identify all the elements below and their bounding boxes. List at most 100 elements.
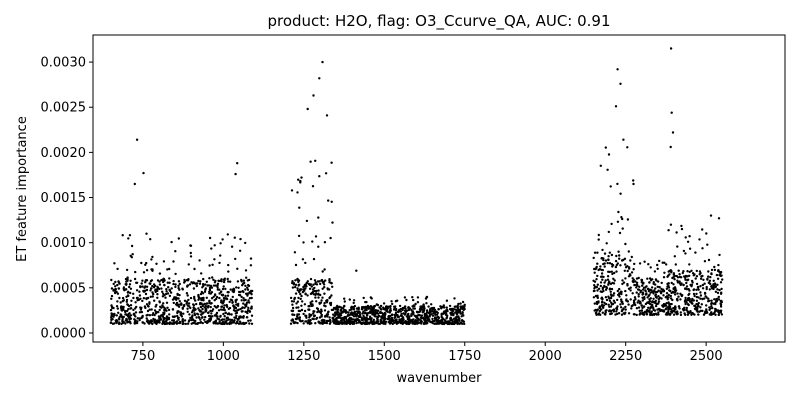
data-point — [433, 319, 436, 323]
data-point — [600, 256, 604, 260]
data-point — [665, 292, 669, 295]
data-point — [224, 311, 227, 314]
data-point — [331, 308, 335, 311]
data-point — [185, 292, 189, 295]
data-point — [217, 279, 220, 282]
data-point — [688, 247, 692, 250]
data-point — [660, 297, 663, 300]
data-point — [291, 309, 295, 312]
data-point — [601, 305, 604, 309]
data-point — [296, 313, 299, 316]
data-point — [203, 290, 207, 293]
data-point — [292, 282, 296, 285]
data-point — [402, 321, 405, 324]
data-point — [243, 281, 246, 285]
data-point — [214, 294, 217, 297]
data-point — [637, 293, 640, 296]
data-point — [662, 294, 665, 297]
data-point — [619, 264, 622, 267]
data-point — [298, 317, 301, 320]
data-point — [388, 318, 391, 321]
data-point — [162, 292, 165, 295]
data-point — [633, 283, 636, 287]
data-point — [297, 283, 301, 286]
data-point — [414, 302, 417, 306]
data-point — [355, 269, 358, 272]
data-point — [614, 265, 618, 269]
data-point — [361, 312, 364, 315]
data-point — [196, 312, 199, 315]
data-point — [649, 266, 652, 269]
data-point — [121, 305, 125, 309]
data-point — [126, 321, 129, 324]
data-point — [613, 271, 616, 275]
data-point — [601, 286, 605, 289]
data-point — [210, 286, 214, 289]
data-point — [596, 251, 599, 254]
data-point — [201, 286, 204, 289]
data-point — [416, 311, 419, 314]
data-point — [151, 255, 154, 259]
data-point — [632, 179, 635, 182]
data-point — [667, 284, 670, 288]
data-point — [305, 316, 308, 319]
data-point — [338, 305, 341, 308]
data-point — [200, 272, 203, 275]
data-point — [389, 305, 392, 309]
data-point — [353, 304, 357, 308]
data-point — [110, 278, 113, 282]
data-point — [625, 299, 628, 302]
data-point — [235, 298, 238, 301]
data-point — [645, 285, 648, 288]
data-point — [223, 315, 226, 318]
data-point — [294, 283, 298, 286]
data-point — [159, 316, 162, 319]
data-point — [608, 309, 611, 312]
data-point — [216, 286, 219, 289]
data-point — [384, 306, 388, 309]
data-point — [453, 320, 456, 323]
data-point — [624, 308, 627, 311]
data-point — [605, 242, 608, 245]
data-point — [461, 319, 464, 322]
data-point — [245, 305, 248, 308]
data-point — [667, 293, 670, 297]
data-point — [210, 302, 213, 305]
data-point — [629, 289, 632, 292]
data-point — [365, 313, 369, 317]
data-point — [312, 317, 315, 321]
data-point — [218, 292, 221, 295]
data-point — [165, 290, 168, 293]
data-point — [247, 306, 250, 310]
data-point — [235, 286, 238, 289]
data-point — [648, 277, 652, 280]
data-point — [679, 298, 682, 301]
data-point — [399, 310, 402, 313]
data-point — [459, 312, 462, 315]
data-point — [638, 262, 642, 265]
data-point — [151, 313, 154, 317]
data-point — [620, 298, 623, 301]
data-point — [343, 297, 346, 300]
data-point — [135, 289, 139, 292]
data-point — [161, 322, 164, 325]
data-point — [412, 298, 415, 302]
data-point — [649, 306, 652, 309]
data-point — [314, 296, 317, 299]
data-point — [603, 262, 606, 265]
data-point — [200, 313, 203, 316]
data-point — [174, 285, 177, 289]
data-point — [649, 291, 652, 294]
data-point — [135, 296, 139, 300]
data-point — [336, 316, 340, 319]
data-point — [411, 322, 414, 325]
data-point — [141, 279, 144, 282]
data-point — [430, 313, 433, 316]
data-point — [646, 277, 649, 280]
data-point — [145, 279, 149, 282]
y-tick-label: 0.0010 — [41, 236, 87, 251]
data-point — [211, 276, 214, 279]
data-point — [309, 319, 312, 322]
data-point — [146, 309, 150, 313]
